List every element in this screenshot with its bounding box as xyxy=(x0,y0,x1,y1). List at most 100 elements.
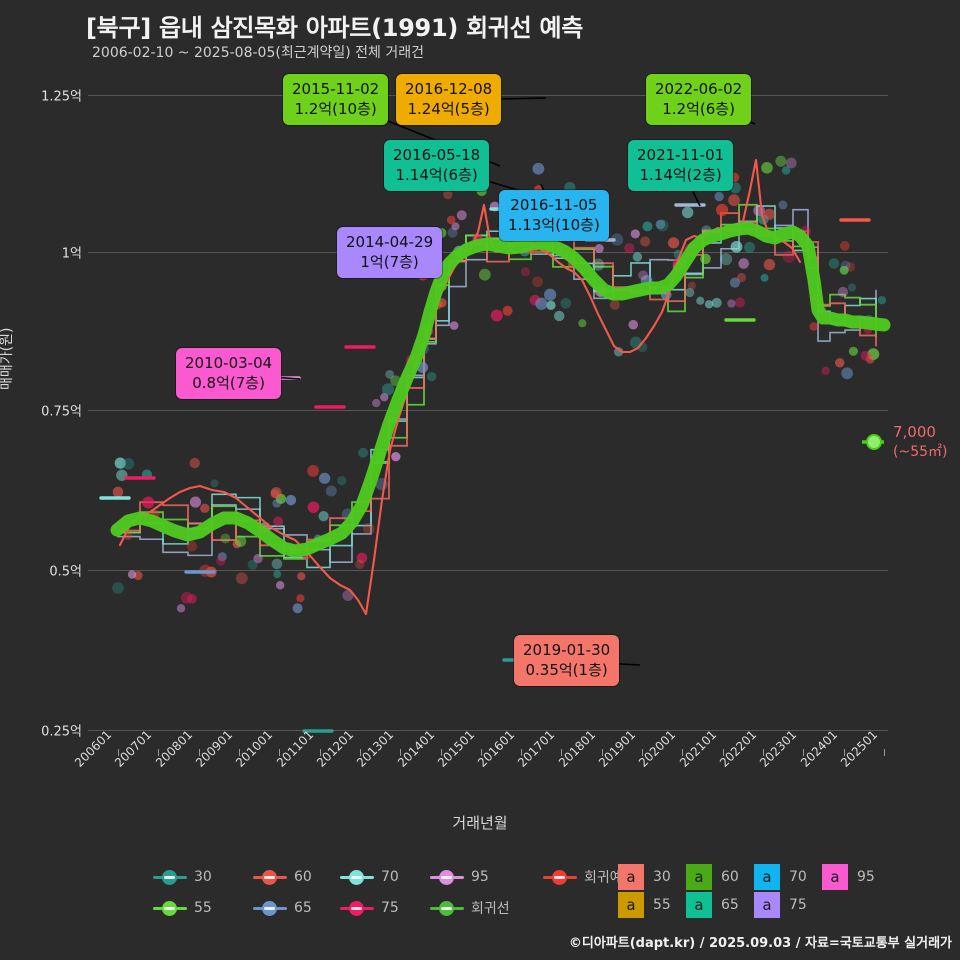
legend-item[interactable]: 65 xyxy=(253,897,312,919)
annotation-date: 2015-11-02 xyxy=(292,80,380,98)
legend-marker-icon xyxy=(340,899,374,917)
legend-item[interactable]: 30 xyxy=(153,866,212,888)
y-axis-tick-0: 1.25억 xyxy=(41,89,82,105)
x-axis-tickmark xyxy=(722,749,724,756)
annotation-price: 0.35억(1층) xyxy=(525,661,608,679)
legend-swatch-label: 30 xyxy=(653,869,671,885)
annotation-price: 1.24억(5층) xyxy=(407,100,490,118)
x-axis-tickmark xyxy=(843,749,845,756)
x-axis-tickmark xyxy=(561,749,563,756)
y-axis-tick-2: 0.75억 xyxy=(41,404,82,420)
legend-swatch-item[interactable]: a 30 xyxy=(618,864,671,890)
x-axis-tickmark xyxy=(763,749,765,756)
y-axis-tick-1: 1억 xyxy=(61,246,82,262)
annotation-date: 2016-12-08 xyxy=(405,80,493,98)
legend-swatch-label: 75 xyxy=(789,897,807,913)
x-axis-tickmark xyxy=(803,749,805,756)
legend-swatch-glyph: a xyxy=(754,864,780,890)
chart-legend: 30 60 70 95 회귀예측 55 65 75 회귀선 a 30 a 60 a 70 a 95 a 55 a 65… xyxy=(0,862,960,924)
annotation-callout[interactable]: 2016-11-05 1.13억(10층) xyxy=(499,190,609,241)
annotation-callout[interactable]: 2021-11-01 1.14억(2층) xyxy=(628,140,734,191)
side-price-value: 7,000 xyxy=(893,423,936,441)
legend-marker-icon xyxy=(153,868,187,886)
x-axis-tickmark xyxy=(279,749,281,756)
annotation-callout[interactable]: 2016-12-08 1.24억(5층) xyxy=(396,74,502,125)
legend-marker-icon xyxy=(430,899,464,917)
legend-swatch-glyph: a xyxy=(686,892,712,918)
legend-swatch-item[interactable]: a 65 xyxy=(686,892,739,918)
annotation-price: 1.2억(6층) xyxy=(662,100,735,118)
legend-swatch-item[interactable]: a 60 xyxy=(686,864,739,890)
legend-item[interactable]: 70 xyxy=(340,866,399,888)
legend-swatch-item[interactable]: a 70 xyxy=(754,864,807,890)
legend-swatch-label: 55 xyxy=(653,897,671,913)
annotation-price: 1.14억(6층) xyxy=(395,166,478,184)
annotation-callout[interactable]: 2016-05-18 1.14억(6층) xyxy=(384,140,490,191)
legend-swatch-label: 95 xyxy=(857,869,875,885)
x-axis-tickmark xyxy=(440,749,442,756)
footer-credit: ©디아파트(dapt.kr) / 2025.09.03 / 자료=국토교통부 실… xyxy=(568,936,952,951)
annotation-date: 2014-04-29 xyxy=(346,233,434,251)
x-axis-tickmark xyxy=(238,749,240,756)
x-axis-tickmark xyxy=(642,749,644,756)
legend-swatch-label: 60 xyxy=(721,869,739,885)
annotation-date: 2019-01-30 xyxy=(523,641,611,659)
legend-marker-icon xyxy=(253,899,287,917)
annotation-date: 2022-06-02 xyxy=(655,80,743,98)
legend-label: 30 xyxy=(194,869,212,885)
x-axis-tickmark xyxy=(198,749,200,756)
annotation-price: 1.13억(10층) xyxy=(508,216,600,234)
gridline-100 xyxy=(88,252,888,253)
y-axis-tick-4: 0.25억 xyxy=(41,724,82,740)
legend-swatch-glyph: a xyxy=(822,864,848,890)
x-axis-tickmark xyxy=(521,749,523,756)
legend-swatch-glyph: a xyxy=(754,892,780,918)
legend-label: 65 xyxy=(294,900,312,916)
x-axis-tickmark xyxy=(682,749,684,756)
annotation-price: 1.14억(2층) xyxy=(639,166,722,184)
annotation-callout[interactable]: 2010-03-04 0.8억(7층) xyxy=(176,348,282,399)
legend-swatch-glyph: a xyxy=(618,864,644,890)
legend-item[interactable]: 75 xyxy=(340,897,399,919)
annotation-callout[interactable]: 2019-01-30 0.35억(1층) xyxy=(514,635,620,686)
annotation-date: 2021-11-01 xyxy=(637,146,725,164)
annotation-callout[interactable]: 2015-11-02 1.2억(10층) xyxy=(283,74,389,125)
x-axis-tickmark xyxy=(118,749,119,756)
legend-label: 회귀선 xyxy=(471,901,510,917)
side-price-label: 7,000 (~55㎡) xyxy=(893,423,947,462)
x-axis-tickmark xyxy=(601,749,603,756)
side-price-area: (~55㎡) xyxy=(893,444,948,460)
legend-item[interactable]: 회귀선 xyxy=(430,897,510,919)
legend-swatch-glyph: a xyxy=(686,864,712,890)
legend-swatch-item[interactable]: a 95 xyxy=(822,864,875,890)
gridline-075 xyxy=(88,410,888,411)
annotation-callout[interactable]: 2022-06-02 1.2억(6층) xyxy=(646,74,752,125)
annotation-price: 1.2억(10층) xyxy=(294,100,377,118)
gridline-025 xyxy=(88,730,888,731)
annotation-date: 2016-11-05 xyxy=(510,196,598,214)
legend-swatch-item[interactable]: a 55 xyxy=(618,892,671,918)
legend-item[interactable]: 55 xyxy=(153,897,212,919)
legend-marker-icon xyxy=(430,868,464,886)
legend-label: 70 xyxy=(381,869,399,885)
annotation-callout[interactable]: 2014-04-29 1억(7층) xyxy=(337,227,443,278)
x-axis-tickmark xyxy=(319,749,321,756)
legend-item[interactable]: 60 xyxy=(253,866,312,888)
gridline-050 xyxy=(88,570,888,571)
legend-swatch-label: 70 xyxy=(789,869,807,885)
legend-label: 95 xyxy=(471,869,489,885)
legend-swatch-glyph: a xyxy=(618,892,644,918)
page-subtitle: 2006-02-10 ~ 2025-08-05(최근계약일) 전체 거래건 xyxy=(92,45,424,61)
annotation-date: 2016-05-18 xyxy=(393,146,481,164)
legend-marker-icon xyxy=(253,868,287,886)
legend-label: 75 xyxy=(381,900,399,916)
x-axis-tickmark xyxy=(359,749,361,756)
annotation-price: 1억(7층) xyxy=(360,253,419,271)
x-axis-label: 거래년월 xyxy=(452,814,508,832)
x-axis-tickmark xyxy=(480,749,482,756)
legend-item[interactable]: 95 xyxy=(430,866,489,888)
y-axis-label: 매매가(원) xyxy=(0,327,15,390)
legend-swatch-item[interactable]: a 75 xyxy=(754,892,807,918)
